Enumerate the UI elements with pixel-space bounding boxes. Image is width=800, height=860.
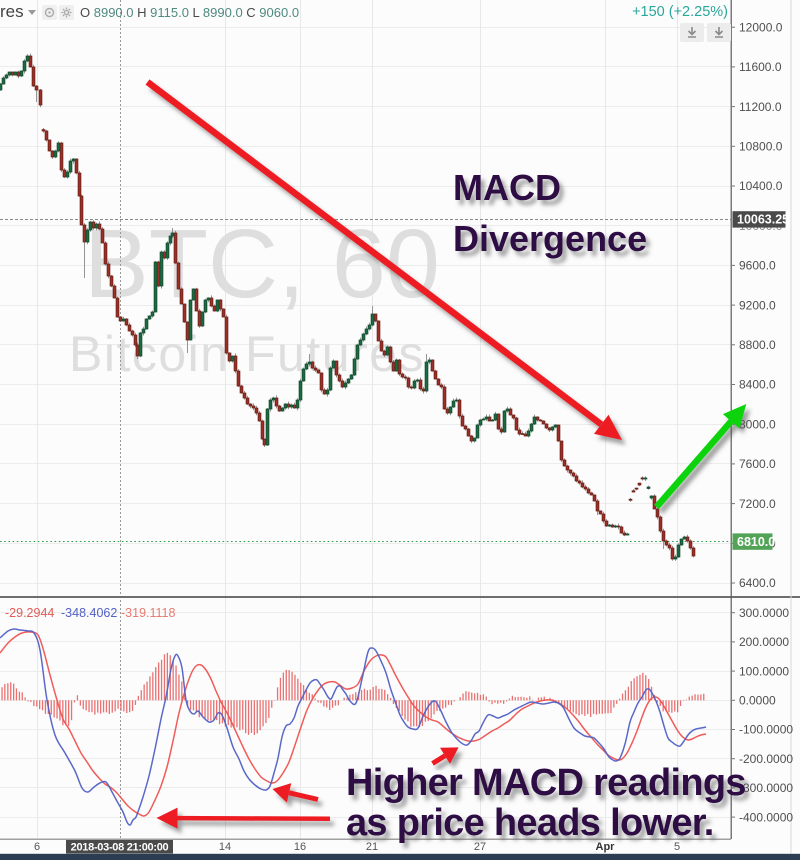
svg-text:9600.0: 9600.0 bbox=[739, 259, 776, 273]
svg-text:2018-03-08 21:00:00: 2018-03-08 21:00:00 bbox=[71, 842, 169, 854]
svg-text:8400.0: 8400.0 bbox=[739, 378, 776, 392]
svg-text:10800.0: 10800.0 bbox=[739, 140, 783, 154]
svg-text:6400.0: 6400.0 bbox=[739, 576, 776, 590]
svg-text:12000.0: 12000.0 bbox=[739, 20, 783, 34]
svg-text:as price heads lower.: as price heads lower. bbox=[346, 802, 714, 844]
svg-text:100.0000: 100.0000 bbox=[739, 664, 789, 678]
svg-text:-319.1118: -319.1118 bbox=[121, 606, 175, 620]
svg-text:-400.0000: -400.0000 bbox=[739, 810, 793, 824]
svg-text:8000.0: 8000.0 bbox=[739, 417, 776, 431]
svg-text:BTC, 60: BTC, 60 bbox=[84, 209, 440, 318]
svg-text:7200.0: 7200.0 bbox=[739, 497, 776, 511]
svg-text:O 8990.0 H 9115.0 L 8990.0 C 9: O 8990.0 H 9115.0 L 8990.0 C 9060.0 bbox=[80, 5, 299, 20]
svg-text:10063.25: 10063.25 bbox=[737, 213, 789, 227]
svg-text:Higher MACD readings: Higher MACD readings bbox=[346, 762, 746, 804]
svg-text:-200.0000: -200.0000 bbox=[739, 752, 793, 766]
svg-text:11600.0: 11600.0 bbox=[739, 60, 782, 74]
svg-text:27: 27 bbox=[474, 841, 486, 853]
svg-text:Apr: Apr bbox=[596, 841, 616, 853]
svg-text:8800.0: 8800.0 bbox=[739, 338, 776, 352]
svg-text:-29.2944: -29.2944 bbox=[5, 606, 54, 620]
svg-text:-100.0000: -100.0000 bbox=[739, 723, 793, 737]
svg-text:16: 16 bbox=[294, 841, 306, 853]
svg-text:6: 6 bbox=[34, 841, 40, 853]
svg-text:200.0000: 200.0000 bbox=[739, 635, 789, 649]
svg-text:6810.0: 6810.0 bbox=[737, 535, 775, 549]
svg-text:14: 14 bbox=[219, 841, 231, 853]
svg-text:10400.0: 10400.0 bbox=[739, 179, 783, 193]
svg-text:300.0000: 300.0000 bbox=[739, 606, 789, 620]
svg-text:7600.0: 7600.0 bbox=[739, 457, 776, 471]
svg-text:+150 (+2.25%): +150 (+2.25%) bbox=[632, 4, 728, 20]
svg-text:-300.0000: -300.0000 bbox=[739, 781, 793, 795]
svg-text:Divergence: Divergence bbox=[453, 218, 647, 259]
svg-text:MACD: MACD bbox=[453, 167, 561, 208]
svg-text:11200.0: 11200.0 bbox=[739, 100, 782, 114]
svg-text:21: 21 bbox=[366, 841, 378, 853]
svg-text:-348.4062: -348.4062 bbox=[61, 606, 117, 620]
svg-text:5: 5 bbox=[674, 841, 680, 853]
svg-text:res: res bbox=[0, 2, 24, 21]
svg-text:0.0000: 0.0000 bbox=[739, 694, 776, 708]
svg-text:9200.0: 9200.0 bbox=[739, 298, 776, 312]
svg-text:Bitcoin Futures: Bitcoin Futures bbox=[69, 326, 425, 382]
